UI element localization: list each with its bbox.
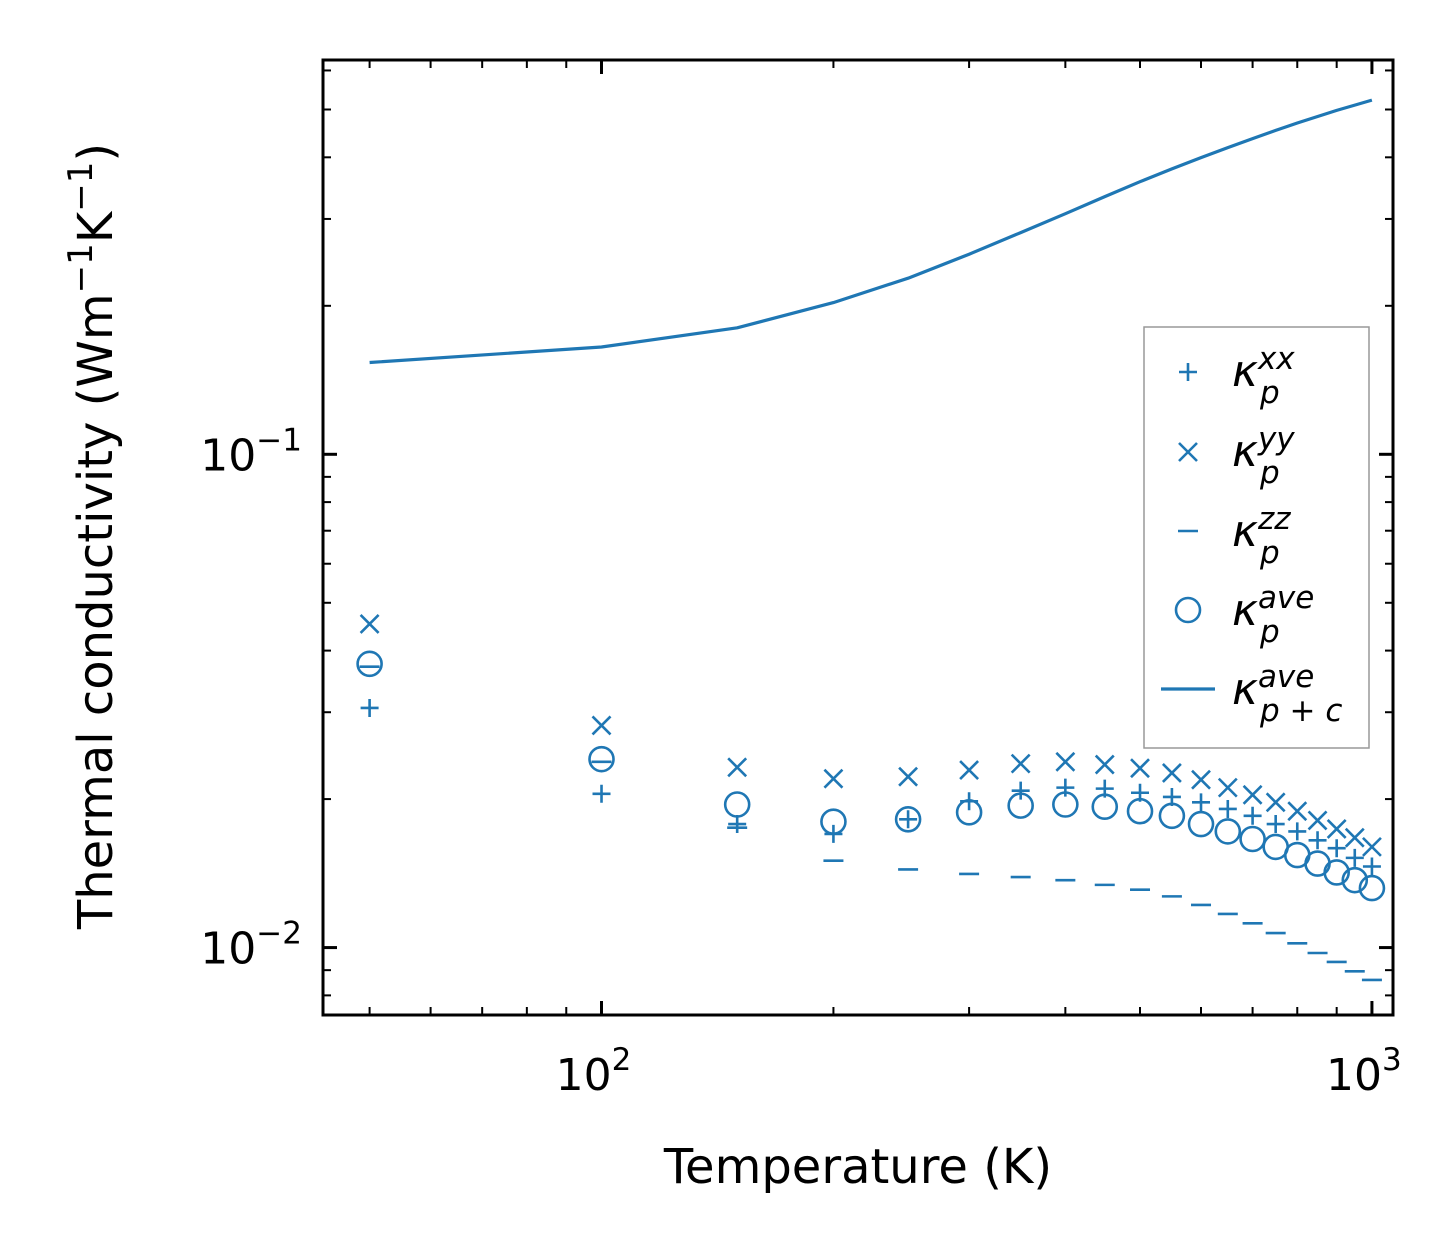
data-point [1307,810,1328,831]
data-point [1192,793,1211,812]
data-point [1288,822,1307,841]
data-point [1091,793,1119,821]
data-point [898,766,919,787]
data-point [1239,825,1266,853]
y-tick-labels: 10−2 10−1 [200,422,302,974]
data-point [728,815,747,834]
data-point [1345,848,1364,867]
data-point [1191,769,1211,790]
data-point [723,791,751,818]
data-point [1052,791,1079,818]
series-kappa-p-yy [359,614,1382,857]
data-point [1344,827,1365,848]
data-point [820,808,847,835]
data-point [1242,784,1263,805]
data-point [1011,781,1030,800]
data-point [1007,792,1034,819]
data-point [1130,758,1150,779]
legend-label-kappa-yy: κyy p [1232,421,1295,491]
y-tick-label: 10−1 [200,422,302,481]
series-kappa-p-c-ave [369,98,1373,365]
data-point [1266,815,1285,834]
data-point [955,799,983,826]
data-point [1217,777,1238,798]
data-point [1308,831,1327,850]
series-kappa-p-ave [356,650,1386,902]
legend-marker-circle [1174,596,1202,624]
major-ticks [323,60,1393,1015]
x-tick-labels: 102 103 [556,1042,1402,1101]
data-point [1265,792,1286,813]
legend-markers [1161,363,1215,691]
legend-box [1143,326,1370,749]
x-tick-label: 103 [1326,1042,1402,1101]
legend-label-kappa-zz: κzz p [1232,501,1291,571]
data-point [1362,836,1382,857]
data-point [1323,859,1350,886]
data-point [1161,762,1182,783]
data-point [1341,866,1369,894]
data-point [1218,799,1237,818]
x-axis-label: Temperature (K) [663,1139,1052,1195]
data-point [359,614,380,634]
data-point [894,805,922,833]
series-kappa-p-zz [359,665,1382,982]
data-point [1362,857,1381,876]
data-point [1187,810,1215,838]
data-point [1358,874,1386,902]
data-point [592,784,611,803]
data-point [588,745,615,773]
legend-marker-x [1178,442,1198,462]
data-point [1126,797,1154,825]
legend-marker-plus [1179,363,1197,381]
data-point [959,760,980,780]
legend-label-kappa-pc-ave: κave p + c [1232,659,1342,729]
series-layer [356,98,1386,982]
data-point [1055,751,1076,772]
data-point [1158,802,1186,830]
y-axis-label: Thermal conductivity (Wm−1K−1) [61,143,124,930]
data-point [1326,819,1347,839]
legend-label-kappa-ave: κave p [1232,580,1314,650]
data-point [1094,754,1115,775]
data-point [360,698,379,717]
data-point [1010,753,1031,774]
data-point [1327,839,1346,858]
legend: κxx p κyy p κzz p κave p κave p + c [1143,326,1370,749]
data-point [727,757,748,778]
data-point [1214,818,1242,845]
legend-label-kappa-xx: κxx p [1232,341,1295,411]
data-point [591,715,612,736]
plot-frame [321,58,1395,1017]
series-line [369,98,1373,365]
data-point [823,768,844,789]
data-point [356,650,383,678]
x-tick-label: 102 [556,1042,632,1101]
data-point [899,810,918,829]
data-point [1287,801,1308,822]
y-tick-label: 10−2 [200,916,302,975]
data-point [1243,806,1262,825]
